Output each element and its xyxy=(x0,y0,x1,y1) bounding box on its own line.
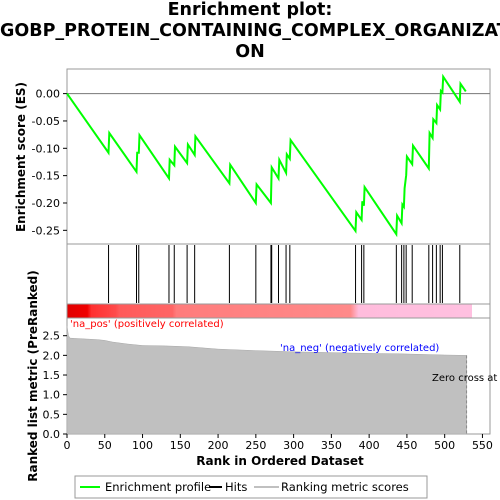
rank-tick-label: 550 xyxy=(472,439,493,452)
metric-axis-ticks: 0.0 0.5 1.0 1.5 2.0 2.5 xyxy=(43,330,67,441)
rank-tick-label: 350 xyxy=(321,439,342,452)
hit-marks xyxy=(108,245,461,303)
legend: Enrichment profile Hits Ranking metric s… xyxy=(74,475,428,499)
rank-heat-strip xyxy=(67,304,472,318)
enrichment-score-panel: 0.00 -0.05 -0.10 -0.15 -0.20 -0.25 Enrichment… xyxy=(14,68,491,245)
hits-panel xyxy=(66,243,491,305)
title-line-3: ON xyxy=(235,42,265,62)
legend-frame xyxy=(74,475,428,499)
es-tick-label: -0.15 xyxy=(32,170,60,183)
metric-tick-label: 0.5 xyxy=(43,408,61,421)
es-tick-label: -0.25 xyxy=(32,224,60,237)
chart-title: Enrichment plot: GOBP_PROTEIN_CONTAINING… xyxy=(0,0,500,63)
metric-tick-label: 0.0 xyxy=(43,428,61,441)
es-tick-label: -0.05 xyxy=(32,115,60,128)
legend-enrichment-profile-label: Enrichment profile xyxy=(105,480,211,494)
rank-tick-label: 400 xyxy=(359,439,380,452)
rank-tick-label: 150 xyxy=(170,439,191,452)
negative-correlation-label: 'na_neg' (negatively correlated) xyxy=(280,343,439,354)
metric-axis-title: Ranked list metric (PreRanked) xyxy=(26,270,40,482)
rank-tick-label: 500 xyxy=(434,439,455,452)
legend-ranking-metric-label: Ranking metric scores xyxy=(281,480,409,494)
zero-cross-label: Zero cross at 529 xyxy=(432,373,500,384)
rank-tick-label: 50 xyxy=(98,439,112,452)
ranked-metric-panel: 0.0 0.5 1.0 1.5 2.0 2.5 0 50 100 150 200 250 300 350… xyxy=(26,270,500,482)
ranking-metric-area xyxy=(66,325,467,435)
es-tick-label: 0.00 xyxy=(36,88,61,101)
enrichment-profile-line xyxy=(66,73,467,238)
rank-axis-ticks: 0 50 100 150 200 250 300 350 400 450 500 550 xyxy=(64,434,493,452)
metric-tick-label: 2.0 xyxy=(43,349,61,362)
rank-tick-label: 250 xyxy=(245,439,266,452)
positive-correlation-label: 'na_pos' (positively correlated) xyxy=(70,319,224,330)
metric-tick-label: 1.0 xyxy=(43,389,61,402)
title-line-1: Enrichment plot: xyxy=(167,0,333,20)
title-line-2: GOBP_PROTEIN_CONTAINING_COMPLEX_ORGANIZA… xyxy=(0,21,500,41)
es-axis-title: Enrichment score (ES) xyxy=(14,82,28,232)
rank-tick-label: 0 xyxy=(64,439,71,452)
metric-tick-label: 1.5 xyxy=(43,369,61,382)
metric-tick-label: 2.5 xyxy=(43,330,61,343)
rank-tick-label: 200 xyxy=(208,439,229,452)
es-axis-ticks: 0.00 -0.05 -0.10 -0.15 -0.20 -0.25 xyxy=(32,88,67,237)
rank-tick-label: 450 xyxy=(396,439,417,452)
rank-tick-label: 100 xyxy=(132,439,153,452)
es-tick-label: -0.20 xyxy=(32,197,60,210)
rank-axis-title: Rank in Ordered Dataset xyxy=(196,454,364,468)
legend-hits-label: Hits xyxy=(225,480,247,494)
es-tick-label: -0.10 xyxy=(32,142,60,155)
rank-tick-label: 300 xyxy=(283,439,304,452)
